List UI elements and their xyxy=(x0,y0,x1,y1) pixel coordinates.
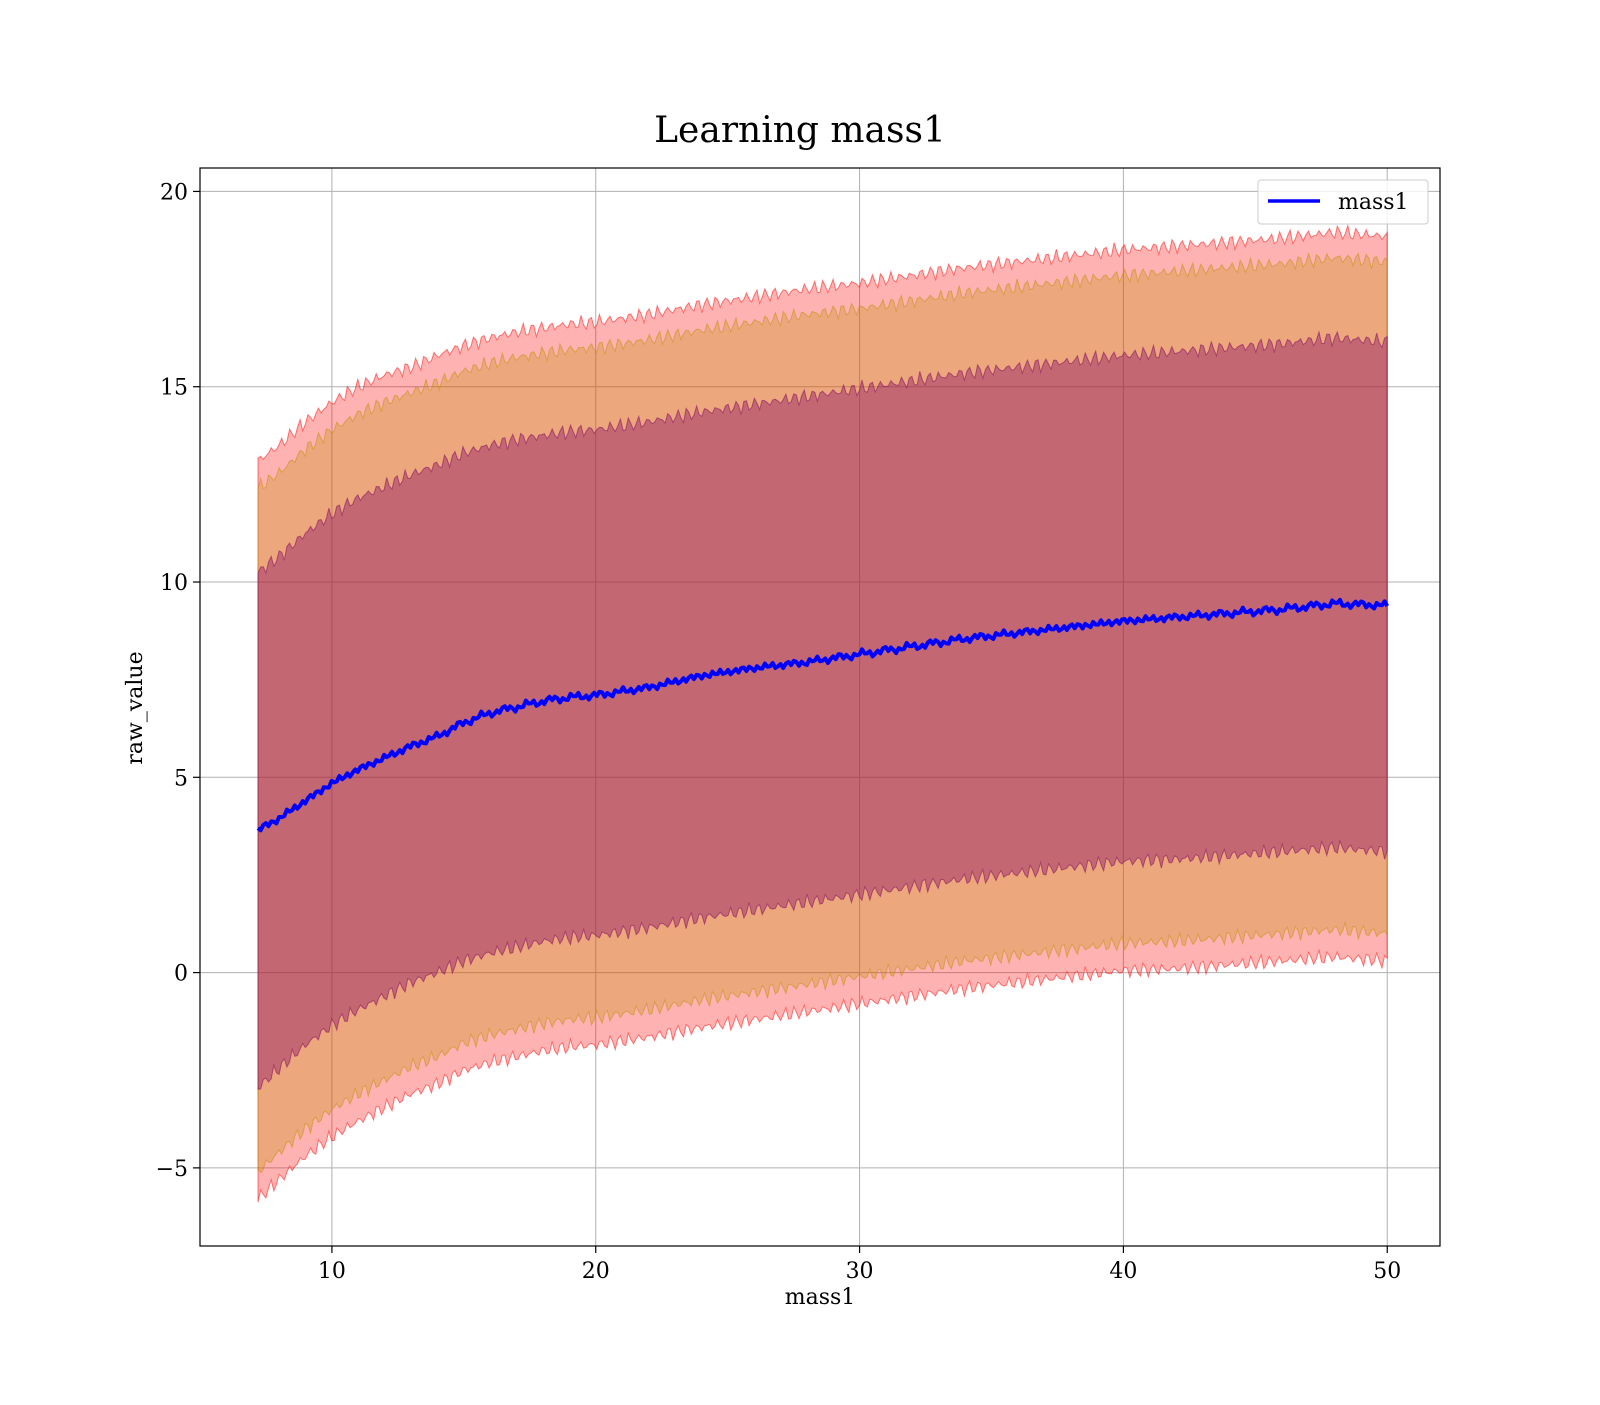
x-tick-label: 10 xyxy=(318,1259,346,1284)
band-3 xyxy=(257,330,1388,1090)
bands xyxy=(257,223,1388,1203)
grid xyxy=(200,168,1440,1246)
x-axis-label: mass1 xyxy=(785,1285,856,1310)
x-tick-label: 30 xyxy=(846,1259,874,1284)
y-tick-label: 20 xyxy=(160,180,188,205)
legend-label-mass1: mass1 xyxy=(1338,190,1409,215)
y-tick-label: 15 xyxy=(160,376,188,401)
series-lines xyxy=(256,597,1389,833)
y-tick-label: 5 xyxy=(174,766,188,791)
chart-title: Learning mass1 xyxy=(654,110,946,151)
legend: mass1 xyxy=(1257,179,1429,225)
x-tick-label: 50 xyxy=(1373,1259,1401,1284)
y-axis-label: raw_value xyxy=(123,651,148,764)
y-tick-label: 0 xyxy=(174,962,188,987)
y-tick-label: −5 xyxy=(156,1157,188,1182)
band-2 xyxy=(257,251,1388,1174)
y-tick-label: 10 xyxy=(160,571,188,596)
x-tick-label: 40 xyxy=(1109,1259,1137,1284)
series-line-mass1 xyxy=(256,597,1389,833)
band-1 xyxy=(257,223,1388,1203)
plot-frame xyxy=(199,167,1441,1247)
axis-ticks: 10 20 30 40 50 −5 0 5 10 15 20 xyxy=(156,180,1402,1284)
legend-box xyxy=(1257,179,1429,225)
x-tick-label: 20 xyxy=(582,1259,610,1284)
